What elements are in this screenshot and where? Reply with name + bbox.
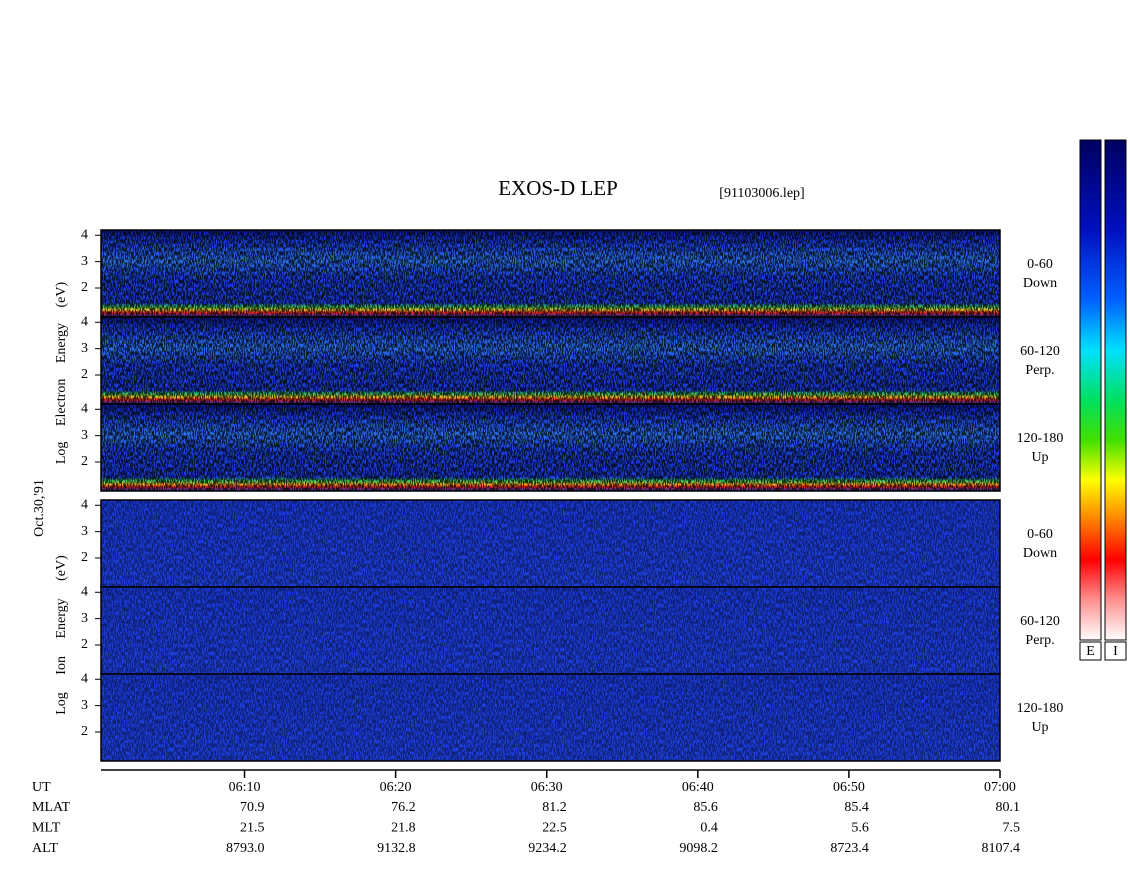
x-tick-label: 06:10 bbox=[229, 780, 261, 795]
y-tick-label: 2 bbox=[81, 637, 88, 652]
spectrogram-texture bbox=[101, 404, 1000, 491]
spectrogram-texture bbox=[101, 230, 1000, 317]
panel-angle: 60-120 bbox=[1020, 344, 1060, 359]
y-tick-label: 4 bbox=[81, 584, 88, 599]
panel-frame bbox=[100, 403, 1001, 492]
y-tick-label: 3 bbox=[81, 524, 88, 539]
y-tick-label: 4 bbox=[81, 497, 88, 512]
panel-direction: Up bbox=[1031, 720, 1048, 735]
orbit-value: 21.8 bbox=[391, 821, 416, 836]
colorbar-label: I bbox=[1113, 644, 1118, 659]
colorbar bbox=[1104, 139, 1127, 641]
panel-angle: 0-60 bbox=[1027, 257, 1053, 272]
orbit-label: MLAT bbox=[32, 800, 71, 815]
spectrogram-texture bbox=[101, 587, 1000, 674]
colorbar-label-box bbox=[1104, 641, 1127, 661]
y-tick-label: 2 bbox=[81, 724, 88, 739]
x-tick-label: 06:40 bbox=[682, 780, 714, 795]
spectrogram-texture bbox=[101, 674, 1000, 761]
orbit-value: 9234.2 bbox=[528, 841, 567, 856]
panel-frame bbox=[100, 673, 1001, 762]
orbit-value: 81.2 bbox=[542, 800, 567, 815]
orbit-value: 8107.4 bbox=[982, 841, 1021, 856]
panel-angle: 0-60 bbox=[1027, 527, 1053, 542]
orbit-value: 85.6 bbox=[693, 800, 718, 815]
y-tick-label: 2 bbox=[81, 280, 88, 295]
spectrogram-texture bbox=[101, 500, 1000, 587]
chart-title: EXOS-D LEP bbox=[498, 176, 618, 200]
panel-direction: Perp. bbox=[1025, 363, 1054, 378]
orbit-label: MLT bbox=[32, 821, 61, 836]
y-tick-label: 4 bbox=[81, 401, 88, 416]
orbit-value: 21.5 bbox=[240, 821, 265, 836]
orbit-value: 76.2 bbox=[391, 800, 416, 815]
orbit-value: 80.1 bbox=[996, 800, 1021, 815]
panel-direction: Down bbox=[1023, 546, 1057, 561]
panel-angle: 120-180 bbox=[1017, 701, 1064, 716]
y-tick-label: 3 bbox=[81, 341, 88, 356]
panel-direction: Up bbox=[1031, 450, 1048, 465]
orbit-value: 0.4 bbox=[700, 821, 718, 836]
y-axis-label: Log Electron Energy (eV) bbox=[54, 282, 69, 465]
y-tick-label: 2 bbox=[81, 454, 88, 469]
orbit-value: 8793.0 bbox=[226, 841, 265, 856]
colorbar bbox=[1079, 139, 1102, 641]
spectrogram-texture bbox=[101, 317, 1000, 404]
y-tick-label: 4 bbox=[81, 227, 88, 242]
orbit-label: ALT bbox=[32, 841, 58, 856]
panel-direction: Perp. bbox=[1025, 633, 1054, 648]
orbit-value: 5.6 bbox=[851, 821, 869, 836]
y-tick-label: 3 bbox=[81, 254, 88, 269]
orbit-value: 7.5 bbox=[1003, 821, 1021, 836]
y-tick-label: 3 bbox=[81, 428, 88, 443]
file-name: [91103006.lep] bbox=[719, 186, 804, 201]
y-axis-label: Log Ion Energy (eV) bbox=[54, 555, 69, 715]
orbit-value: 9132.8 bbox=[377, 841, 416, 856]
colorbar-label-box bbox=[1079, 641, 1102, 661]
y-tick-label: 3 bbox=[81, 611, 88, 626]
y-tick-label: 4 bbox=[81, 671, 88, 686]
date-label: Oct.30,'91 bbox=[32, 479, 47, 537]
x-tick-label: 06:30 bbox=[531, 780, 563, 795]
orbit-value: 8723.4 bbox=[830, 841, 869, 856]
x-tick-label: 06:50 bbox=[833, 780, 865, 795]
orbit-value: 9098.2 bbox=[679, 841, 718, 856]
colorbar-label: E bbox=[1086, 644, 1095, 659]
y-tick-label: 4 bbox=[81, 314, 88, 329]
orbit-value: 70.9 bbox=[240, 800, 265, 815]
panel-angle: 120-180 bbox=[1017, 431, 1064, 446]
x-tick-label: 06:20 bbox=[380, 780, 412, 795]
x-tick-label: 07:00 bbox=[984, 780, 1016, 795]
y-tick-label: 3 bbox=[81, 698, 88, 713]
y-tick-label: 2 bbox=[81, 367, 88, 382]
panel-angle: 60-120 bbox=[1020, 614, 1060, 629]
orbit-label: UT bbox=[32, 780, 51, 795]
panel-direction: Down bbox=[1023, 276, 1057, 291]
orbit-value: 22.5 bbox=[542, 821, 567, 836]
y-tick-label: 2 bbox=[81, 550, 88, 565]
orbit-value: 85.4 bbox=[844, 800, 869, 815]
